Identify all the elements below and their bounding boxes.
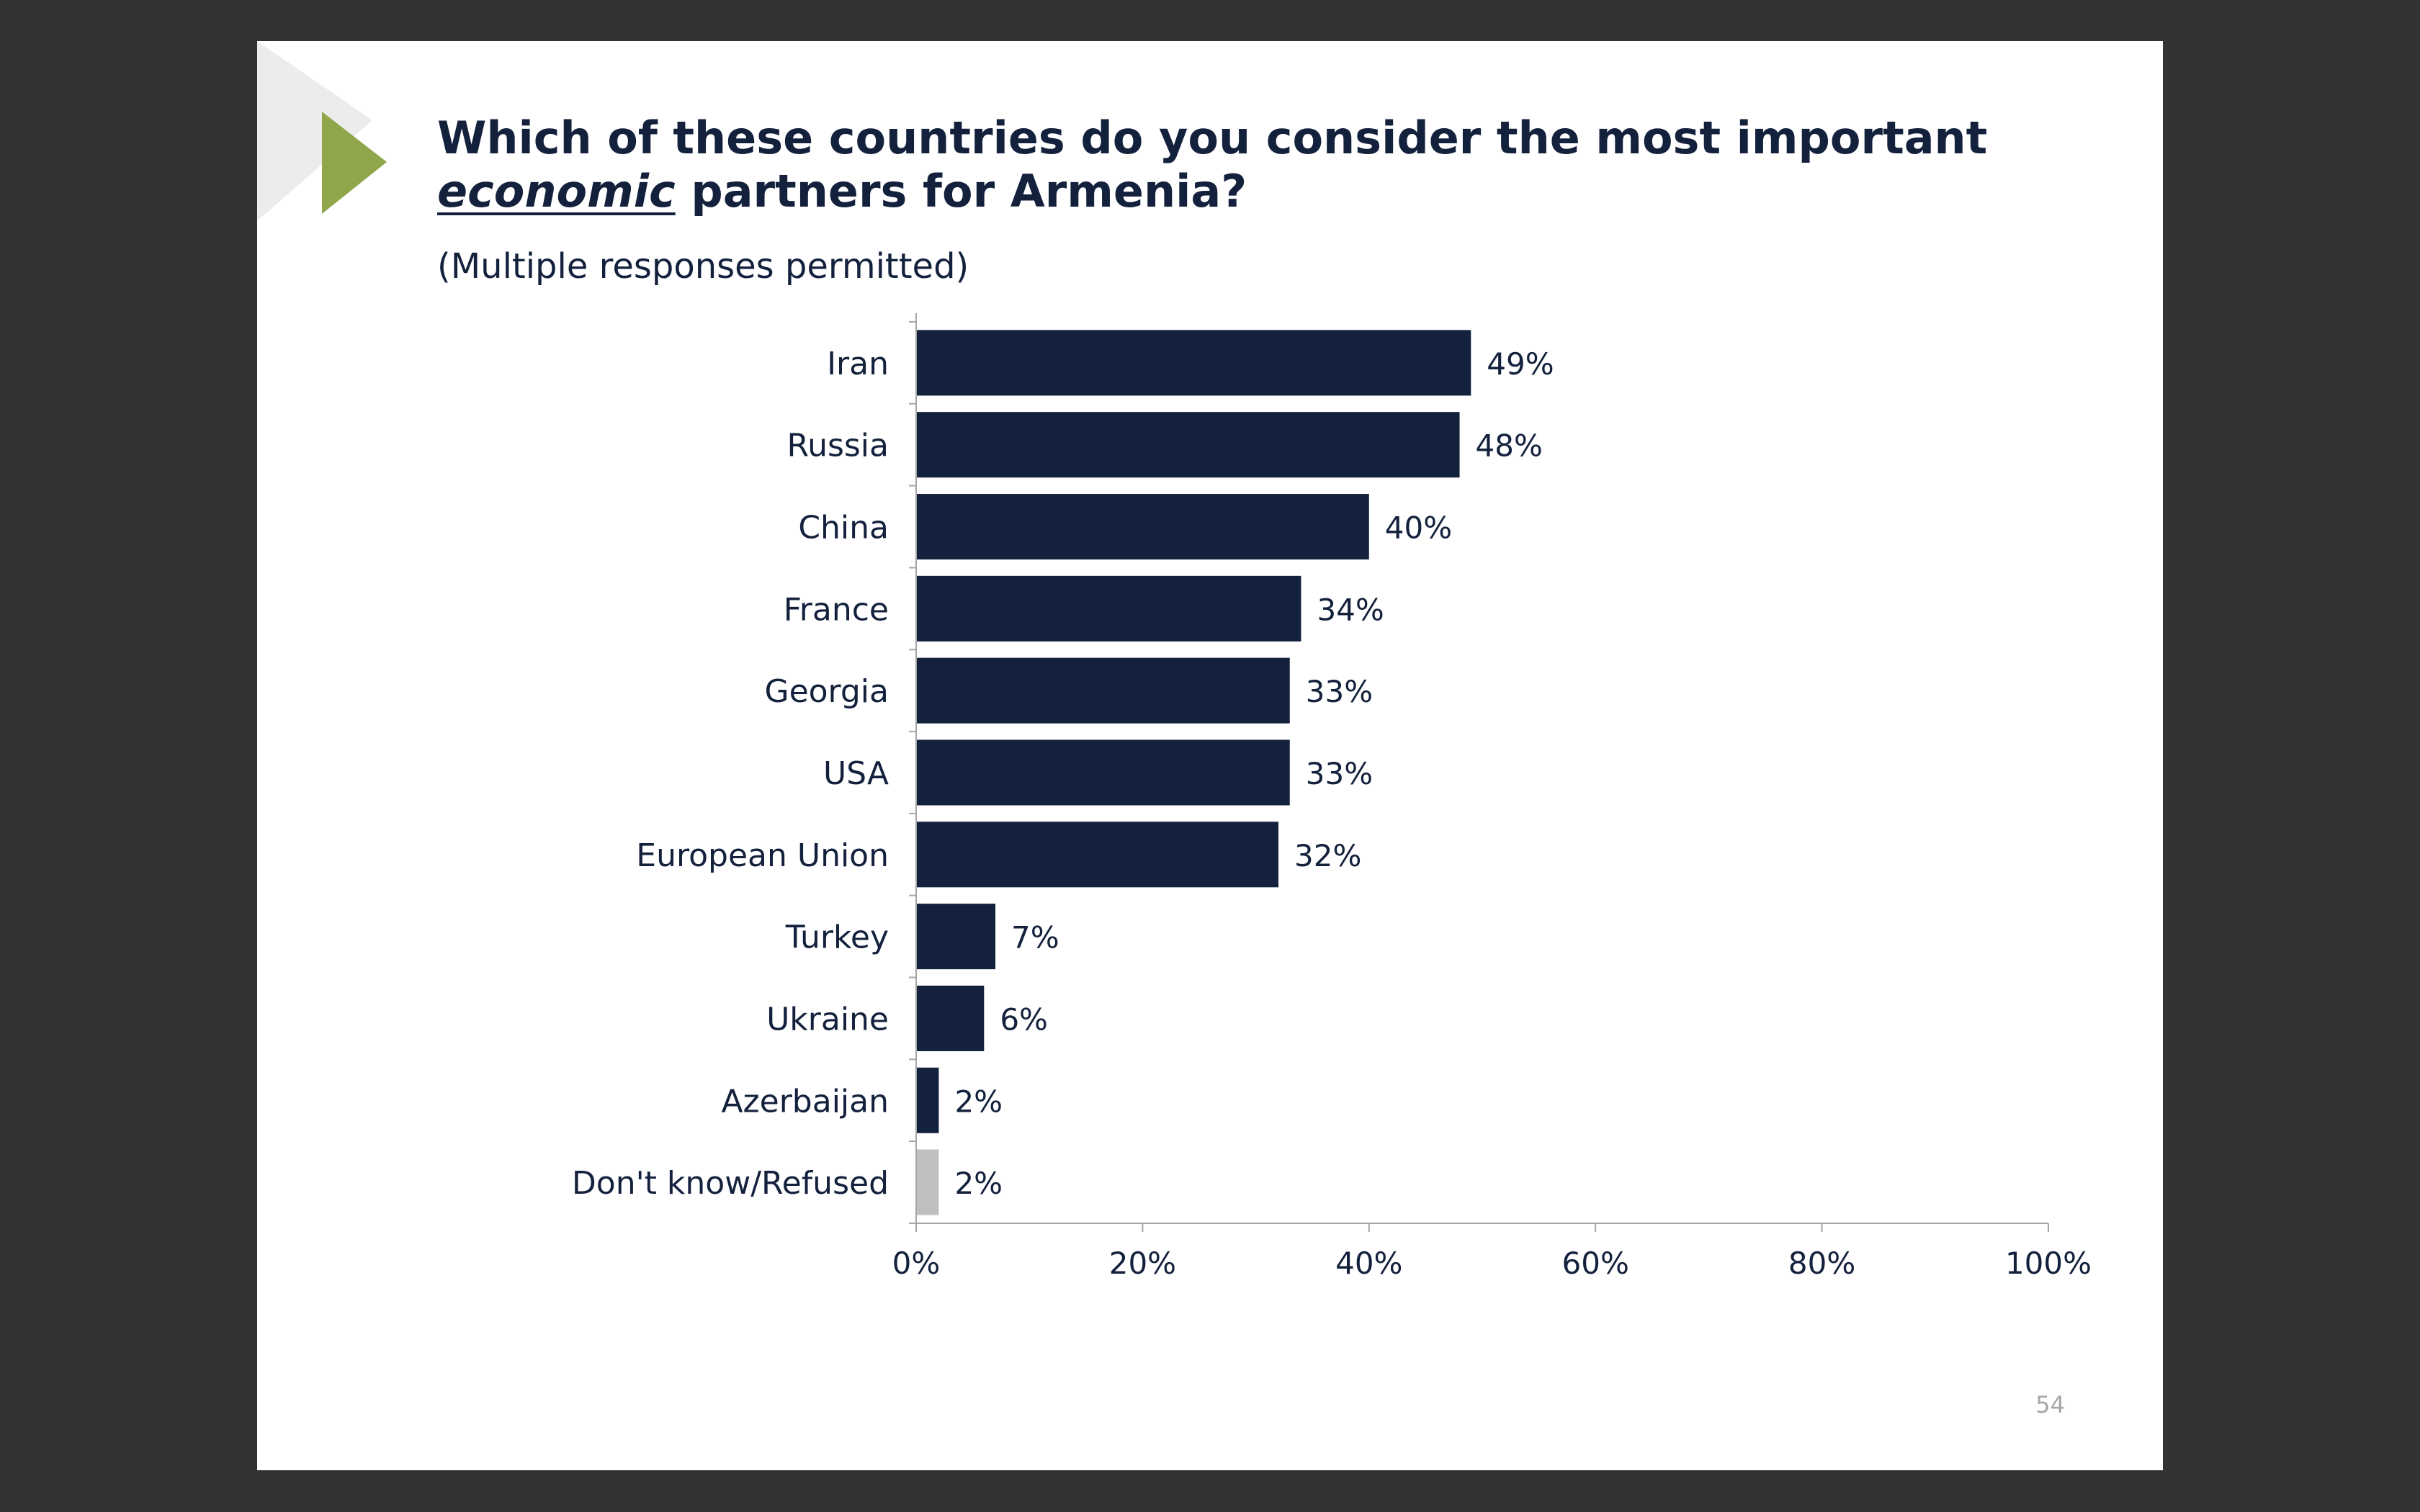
x-tick-label: 100% — [2005, 1246, 2092, 1281]
slide-title: Which of these countries do you consider… — [437, 112, 2094, 218]
value-label: 7% — [1011, 920, 1059, 955]
x-tick-label: 20% — [1109, 1246, 1176, 1281]
category-label: Turkey — [785, 919, 889, 956]
labels-layer: Iran 49% Russia 48% China 40% France 34% Georgia… — [572, 346, 1554, 1202]
bar — [917, 1149, 939, 1215]
slide-subtitle: (Multiple responses permitted) — [437, 246, 969, 287]
category-label: Georgia — [764, 673, 889, 710]
bar — [917, 1067, 939, 1133]
category-label: Don't know/Refused — [572, 1165, 889, 1202]
bar — [917, 657, 1290, 724]
value-label: 33% — [1306, 756, 1373, 791]
play-arrow-icon — [322, 112, 387, 214]
value-label: 6% — [1000, 1002, 1048, 1037]
axis-layer: 0% 20% 40% 60% 80% 100% — [892, 313, 2092, 1281]
x-tick-label: 0% — [892, 1246, 941, 1281]
bar — [917, 412, 1460, 478]
bar — [917, 904, 996, 970]
category-label: Azerbaijan — [721, 1083, 889, 1120]
value-label: 49% — [1487, 346, 1554, 382]
page-number: 54 — [2035, 1391, 2065, 1418]
category-label: USA — [823, 755, 889, 792]
value-label: 48% — [1476, 428, 1543, 464]
value-label: 33% — [1306, 674, 1373, 709]
bar — [917, 494, 1369, 560]
x-tick-label: 40% — [1335, 1246, 1402, 1281]
category-label: European Union — [636, 837, 889, 874]
bar-chart: Iran 49% Russia 48% China 40% France 34% Georgia… — [572, 313, 2092, 1281]
decorative-gray-triangle — [257, 41, 372, 221]
title-emphasis: economic — [437, 165, 676, 217]
value-label: 2% — [954, 1084, 1003, 1119]
category-label: Russia — [786, 428, 889, 464]
bar — [917, 985, 985, 1051]
x-tick-label: 80% — [1788, 1246, 1855, 1281]
slide: Which of these countries do you consider… — [257, 41, 2163, 1470]
value-label: 34% — [1317, 592, 1384, 627]
category-label: China — [798, 510, 889, 546]
x-tick-label: 60% — [1562, 1246, 1629, 1281]
bar — [917, 330, 1471, 396]
bars-layer — [917, 330, 1471, 1215]
category-label: France — [784, 591, 889, 628]
category-label: Iran — [827, 346, 889, 382]
bar — [917, 575, 1301, 642]
bar — [917, 739, 1290, 806]
slide-decoration — [257, 41, 387, 221]
value-label: 2% — [954, 1166, 1003, 1201]
title-text-start: Which of these countries do you consider… — [437, 112, 1988, 164]
title-text-end: partners for Armenia? — [675, 165, 1247, 217]
category-label: Ukraine — [766, 1001, 889, 1038]
value-label: 32% — [1294, 838, 1361, 873]
bar — [917, 822, 1279, 888]
value-label: 40% — [1385, 510, 1452, 546]
